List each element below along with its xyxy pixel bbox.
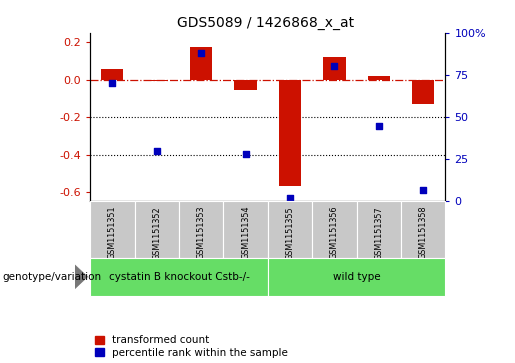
Text: GSM1151357: GSM1151357 <box>374 206 383 260</box>
Bar <box>224 201 268 258</box>
Bar <box>134 201 179 258</box>
Bar <box>279 79 301 187</box>
Text: GSM1151353: GSM1151353 <box>197 206 205 260</box>
Text: GSM1151358: GSM1151358 <box>419 206 428 260</box>
Point <box>419 187 427 192</box>
Bar <box>312 201 356 258</box>
Bar <box>323 57 346 79</box>
Text: GSM1151352: GSM1151352 <box>152 206 161 260</box>
Point <box>330 64 338 69</box>
Text: cystatin B knockout Cstb-/-: cystatin B knockout Cstb-/- <box>109 272 249 282</box>
Bar <box>268 258 445 296</box>
Bar <box>179 201 224 258</box>
Bar <box>268 201 312 258</box>
Point <box>152 148 161 154</box>
Text: genotype/variation: genotype/variation <box>3 272 101 282</box>
Polygon shape <box>75 265 88 289</box>
Point <box>242 151 250 157</box>
Bar <box>90 201 134 258</box>
Bar <box>401 201 445 258</box>
Bar <box>234 79 256 90</box>
Text: GDS5089 / 1426868_x_at: GDS5089 / 1426868_x_at <box>177 16 354 30</box>
Point <box>108 80 116 86</box>
Point <box>197 50 205 56</box>
Text: GSM1151354: GSM1151354 <box>241 206 250 260</box>
Bar <box>90 258 268 296</box>
Point <box>375 123 383 129</box>
Bar <box>412 79 434 104</box>
Text: GSM1151356: GSM1151356 <box>330 206 339 260</box>
Text: wild type: wild type <box>333 272 381 282</box>
Bar <box>368 76 390 79</box>
Bar <box>101 69 124 79</box>
Text: GSM1151355: GSM1151355 <box>285 206 295 260</box>
Bar <box>356 201 401 258</box>
Legend: transformed count, percentile rank within the sample: transformed count, percentile rank withi… <box>95 335 288 358</box>
Bar <box>146 79 168 81</box>
Point <box>286 195 294 201</box>
Bar <box>190 47 212 79</box>
Text: GSM1151351: GSM1151351 <box>108 206 117 260</box>
